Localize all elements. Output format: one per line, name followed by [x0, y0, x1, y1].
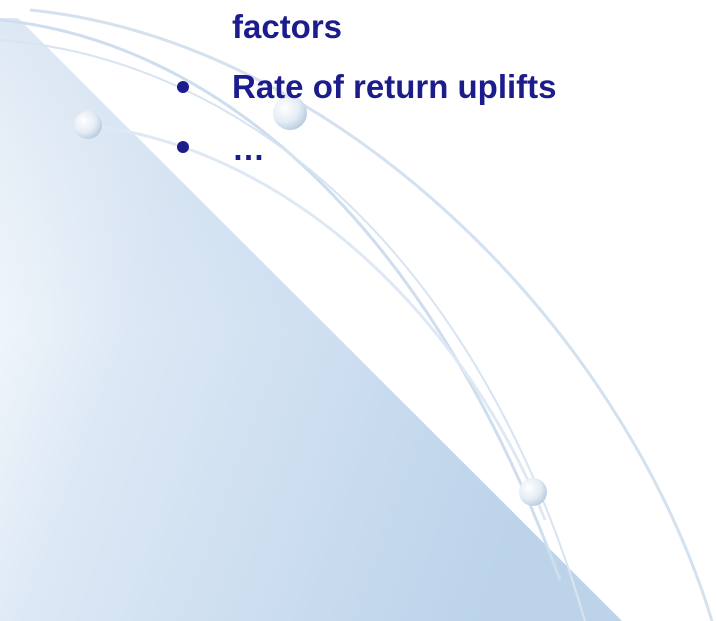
sphere — [519, 478, 547, 506]
triangle-shade — [0, 18, 330, 330]
bullet-text: … — [232, 130, 265, 167]
continuation-text: factors — [232, 8, 342, 45]
slide: factors Rate of return uplifts … — [0, 0, 717, 621]
page: factors Rate of return uplifts … (() => … — [0, 0, 717, 621]
bullet — [177, 81, 189, 93]
bullet-text: Rate of return uplifts — [232, 68, 557, 105]
sphere — [74, 111, 102, 139]
bullet — [177, 141, 189, 153]
